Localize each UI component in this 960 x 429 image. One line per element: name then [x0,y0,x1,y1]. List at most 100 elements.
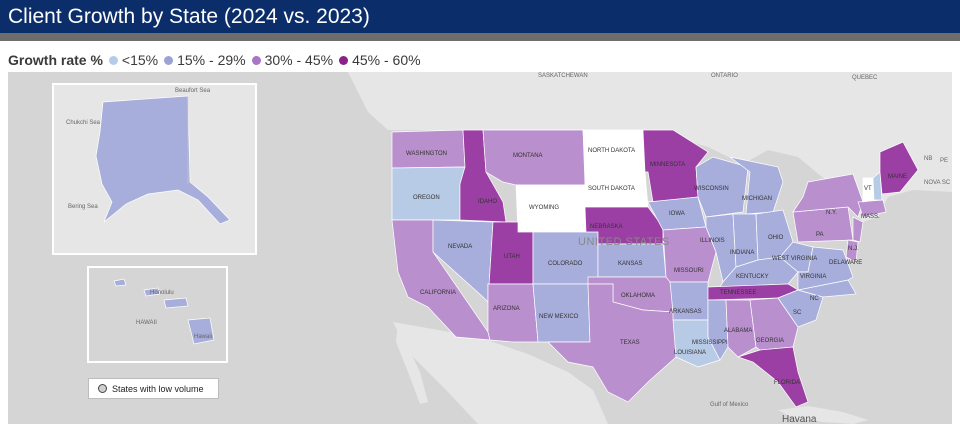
state-label-new-jersey: N.J. [848,246,859,252]
geo-label-ontario: ONTARIO [711,73,738,79]
state-label-colorado: COLORADO [548,261,583,267]
geo-label-nb: NB [924,156,932,162]
hawaii-island-kauai[interactable] [113,278,127,287]
legend-label-30-45: 30% - 45% [264,52,334,68]
state-label-north-carolina: NC [810,296,819,302]
legend-label-lt15: <15% [121,52,159,68]
state-label-utah: UTAH [504,254,520,260]
legend-item-30-45[interactable]: 30% - 45% [251,52,334,68]
state-label-iowa: IOWA [669,211,685,217]
state-label-massachusetts: MASS. [861,214,880,220]
state-mississippi[interactable] [707,299,729,361]
state-label-nebraska: NEBRASKA [590,224,623,230]
state-label-arkansas: ARKANSAS [669,309,702,315]
state-label-delaware: DELAWARE [829,260,862,266]
state-label-michigan: MICHIGAN [742,196,772,202]
hawaii-island-oahu[interactable] [143,287,161,297]
hawaii-island-big-island[interactable] [187,317,215,345]
state-label-wisconsin: WISCONSIN [694,186,729,192]
map-legend: Growth rate % <15% 15% - 29% 30% - 45% 4… [8,50,427,70]
state-label-south-dakota: SOUTH DAKOTA [588,186,635,192]
country-label: UNITED STATES [578,236,670,248]
hawaii-island-maui[interactable] [163,297,189,309]
legend-item-15-29[interactable]: 15% - 29% [164,52,246,68]
state-wisconsin[interactable] [695,156,749,218]
geo-label-havana: Havana [782,414,817,424]
state-label-wyoming: WYOMING [529,205,559,211]
state-oregon[interactable] [391,166,466,221]
canada-landmass [348,72,952,222]
map-canvas[interactable]: Beaufort Sea Chukchi Sea Bering Sea Hono… [8,72,952,424]
state-label-new-mexico: NEW MEXICO [539,314,579,320]
state-massachusetts[interactable] [857,199,887,218]
legend-item-lt15[interactable]: <15% [108,52,159,68]
state-label-pennsylvania: PA [816,232,824,238]
geo-label-quebec: QUEBEC [852,75,878,81]
state-label-florida: FLORIDA [774,380,800,386]
state-delaware[interactable] [845,239,859,263]
state-maine[interactable] [879,141,919,195]
state-label-tennessee: TENNESSEE [720,290,756,296]
state-florida[interactable] [736,346,809,408]
state-label-oklahoma: OKLAHOMA [621,293,655,299]
state-virginia[interactable] [797,246,854,291]
geo-label-gulf-of-mexico: Gulf of Mexico [710,402,749,408]
legend-dot-45-60 [339,55,349,65]
state-label-texas: TEXAS [620,340,640,346]
us-state-map[interactable]: Beaufort Sea Chukchi Sea Bering Sea Hono… [8,72,952,424]
low-volume-label: States with low volume [112,383,204,394]
state-new-mexico[interactable] [532,283,591,343]
state-label-kansas: KANSAS [618,261,642,267]
geo-label-beaufort-sea: Beaufort Sea [175,88,211,94]
legend-dot-lt15 [108,55,118,65]
state-label-louisiana: LOUISIANA [674,350,706,356]
mexico-landmass [393,322,608,424]
state-new-york[interactable] [792,173,864,218]
geo-label-honolulu: Honolulu [150,290,174,296]
state-label-virginia: VIRGINIA [800,274,826,280]
state-label-ohio: OHIO [768,235,784,241]
geo-label-hawaii: HAWAII [136,320,157,326]
legend-item-45-60[interactable]: 45% - 60% [339,52,421,68]
geo-label-saskatchewan: SASKATCHEWAN [538,73,588,79]
state-indiana[interactable] [732,213,759,268]
low-volume-legend[interactable]: States with low volume [88,378,219,399]
title-divider [0,33,960,41]
state-label-kentucky: KENTUCKY [736,274,769,280]
state-label-washington: WASHINGTON [406,151,447,157]
geo-label-pe: PE [940,158,948,164]
state-label-new-york: N.Y. [826,210,837,216]
state-label-north-dakota: NORTH DAKOTA [588,148,635,154]
low-volume-marker-icon [98,384,107,393]
legend-label-15-29: 15% - 29% [177,52,246,68]
hawaii-inset [87,266,228,363]
state-alaska[interactable] [95,95,231,225]
cuba-landmass [778,406,868,424]
state-label-illinois: ILLINOIS [700,238,725,244]
state-alabama[interactable] [725,299,757,358]
state-label-idaho: IDAHO [478,199,497,205]
state-label-maine: MAINE [888,174,907,180]
state-label-montana: MONTANA [513,153,543,159]
geo-label-chukchi-sea: Chukchi Sea [66,120,101,126]
state-new-jersey[interactable] [852,216,864,243]
state-label-alabama: ALABAMA [724,328,752,334]
state-nevada[interactable] [432,219,494,303]
geo-label-nova-scotia: NOVA SC [924,180,951,186]
state-label-missouri: MISSOURI [674,268,704,274]
geo-label-hawaii-county: Hawaii [194,334,212,340]
state-texas[interactable] [547,283,677,403]
state-south-carolina[interactable] [777,289,824,328]
state-label-georgia: GEORGIA [756,338,784,344]
state-label-south-carolina: SC [793,310,802,316]
state-label-california: CALIFORNIA [420,290,456,296]
state-label-mississippi: MISSISSIPPI [692,340,728,346]
legend-title: Growth rate % [8,52,103,68]
state-label-nevada: NEVADA [448,244,472,250]
legend-label-45-60: 45% - 60% [352,52,421,68]
state-new-hampshire[interactable] [872,171,883,201]
state-washington[interactable] [391,129,466,169]
legend-dot-15-29 [164,55,174,65]
state-arizona[interactable] [487,283,539,343]
state-label-west-virginia: WEST VIRGINIA [772,256,817,262]
